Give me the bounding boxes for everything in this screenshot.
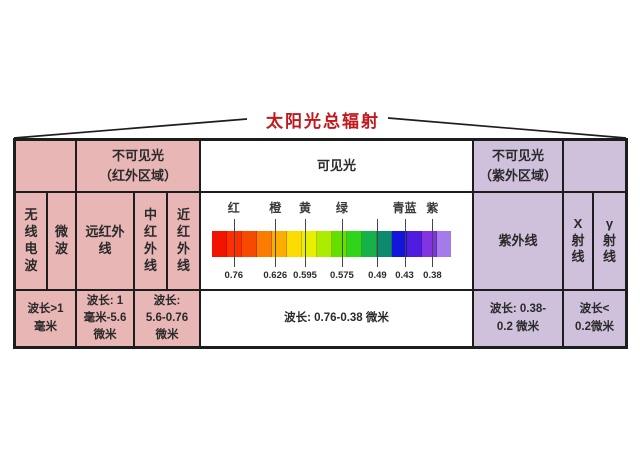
band-microwave: 微 波 — [48, 193, 75, 289]
spectrum-color-bar — [211, 231, 451, 257]
wavelength-tick-value: 0.43 — [395, 270, 414, 281]
spectrum-segment — [271, 231, 287, 257]
spectrum-segment — [286, 231, 302, 257]
header-infrared: 不可见光 （红外区域） — [77, 141, 199, 191]
spectrum-segment — [211, 231, 227, 257]
header-blank-right — [564, 141, 625, 191]
brace-line-left — [13, 118, 248, 139]
wavelength-tick — [341, 219, 343, 267]
band-far-infrared: 远红外 线 — [77, 193, 133, 289]
wavelength-tick-value: 0.595 — [293, 270, 317, 281]
spectrum-table: 不可见光 （红外区域） 可见光 不可见光 （紫外区域） 无 线 电 波 微 波 … — [13, 138, 628, 349]
wavelength-tick — [432, 219, 434, 267]
band-xray: X 射 线 — [564, 193, 592, 289]
band-gamma-ray: γ 射 线 — [594, 193, 625, 289]
spectrum-color-label: 绿 — [335, 201, 348, 215]
spectrum-segment — [436, 231, 451, 257]
band-radio-waves: 无 线 电 波 — [16, 193, 46, 289]
wavelength-tick-value: 0.49 — [368, 270, 387, 281]
spectrum-segment — [346, 231, 362, 257]
band-near-infrared: 近 红 外 线 — [168, 193, 199, 289]
spectrum-color-label: 青蓝 — [392, 201, 417, 215]
band-ultraviolet: 紫外线 — [474, 193, 562, 289]
spectrum-color-label: 橙 — [269, 201, 282, 215]
visible-spectrum: 红 橙 黄 绿 青蓝紫 0.76 0.626 0.595 0.575 0.49 0.43 0.38 — [201, 193, 472, 289]
spectrum-color-label: 黄 — [299, 201, 312, 215]
spectrum-segment — [421, 231, 437, 257]
wavelength-ultraviolet: 波长: 0.38- 0.2 微米 — [474, 291, 562, 346]
wavelength-visible: 波长: 0.76-0.38 微米 — [201, 291, 472, 346]
wavelength-radio-microwave: 波长>1 毫米 — [16, 291, 75, 346]
spectrum-segment — [361, 231, 377, 257]
band-mid-infrared: 中 红 外 线 — [135, 193, 166, 289]
spectrum-segment — [406, 231, 422, 257]
wavelength-tick — [377, 219, 379, 267]
spectrum-segment — [376, 231, 392, 257]
diagram-title: 太阳光总辐射 — [266, 112, 380, 131]
header-ultraviolet: 不可见光 （紫外区域） — [474, 141, 562, 191]
spectrum-color-label: 红 — [227, 201, 240, 215]
wavelength-tick — [404, 219, 406, 267]
wavelength-tick-value: 0.626 — [263, 270, 288, 281]
spectrum-segment — [316, 231, 332, 257]
spectrum-segment — [391, 231, 407, 257]
wavelength-tick — [233, 219, 235, 267]
wavelength-tick-value: 0.575 — [330, 270, 354, 281]
wavelength-tick-value: 0.76 — [224, 270, 244, 281]
header-visible: 可见光 — [201, 141, 472, 191]
spectrum-segment — [256, 231, 272, 257]
header-blank-left — [16, 141, 75, 191]
wavelength-xray-gamma: 波长< 0.2微米 — [564, 291, 625, 346]
spectrum-segment — [241, 231, 257, 257]
wavelength-far-infrared: 波长: 1 毫米-5.6 微米 — [77, 291, 133, 346]
wavelength-mid-near-infrared: 波长: 5.6-0.76 微米 — [135, 291, 199, 346]
spectrum-segment — [331, 231, 347, 257]
brace-line-right — [387, 117, 627, 139]
spectrum-color-label: 紫 — [426, 201, 439, 215]
wavelength-tick — [305, 219, 307, 267]
wavelength-tick-value: 0.38 — [423, 270, 442, 281]
spectrum-segment — [301, 231, 317, 257]
wavelength-tick — [275, 219, 277, 267]
